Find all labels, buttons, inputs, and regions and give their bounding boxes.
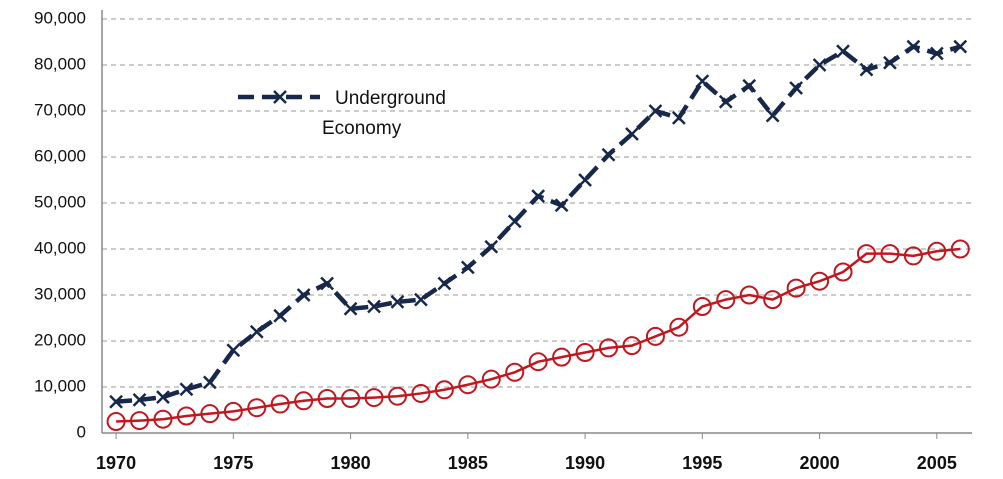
point-marker xyxy=(270,394,290,414)
point-marker xyxy=(575,343,595,362)
point-marker xyxy=(953,39,968,54)
point-marker xyxy=(176,406,196,426)
point-marker xyxy=(296,288,311,302)
point-marker xyxy=(106,412,126,431)
point-marker xyxy=(601,147,616,162)
y-tick-label: 40,000 xyxy=(34,238,86,257)
point-marker xyxy=(927,241,947,261)
point-marker xyxy=(505,362,525,382)
point-marker xyxy=(294,391,314,411)
point-marker xyxy=(880,244,900,264)
point-marker xyxy=(833,262,853,282)
point-marker xyxy=(812,58,827,72)
x-tick-label: 2000 xyxy=(800,453,840,473)
point-marker xyxy=(507,214,522,229)
point-marker xyxy=(460,260,475,275)
point-marker xyxy=(648,104,663,118)
y-tick-label: 0 xyxy=(77,422,86,441)
point-marker xyxy=(343,301,358,316)
x-tick-label: 1970 xyxy=(96,453,136,473)
point-marker xyxy=(249,324,264,339)
x-tick-label: 2005 xyxy=(917,453,957,473)
point-marker xyxy=(718,94,733,109)
x-tick-label: 1980 xyxy=(331,453,371,473)
point-marker xyxy=(247,398,267,418)
point-marker xyxy=(273,308,288,323)
point-marker xyxy=(906,39,921,54)
y-tick-label: 10,000 xyxy=(34,376,86,395)
point-marker xyxy=(434,380,454,400)
point-marker xyxy=(458,375,478,395)
point-marker xyxy=(202,375,217,390)
point-marker xyxy=(692,297,712,316)
point-marker xyxy=(200,404,220,424)
point-marker xyxy=(929,46,944,61)
x-tick-label: 1975 xyxy=(213,453,253,473)
point-marker xyxy=(130,411,150,431)
x-tick-label: 1990 xyxy=(565,453,605,473)
point-marker xyxy=(531,189,546,203)
point-marker xyxy=(367,299,381,314)
point-marker xyxy=(810,271,830,291)
legend-label: Underground Economy xyxy=(322,88,446,139)
point-marker xyxy=(622,336,642,356)
y-tick-label: 20,000 xyxy=(34,330,86,349)
point-marker xyxy=(223,401,243,421)
line xyxy=(116,247,961,423)
point-marker xyxy=(528,352,548,372)
point-marker xyxy=(109,394,123,409)
y-tick-label: 60,000 xyxy=(34,146,86,165)
point-marker xyxy=(484,239,499,254)
point-marker xyxy=(903,246,923,266)
point-marker xyxy=(341,389,361,408)
point-marker xyxy=(625,127,639,141)
point-marker xyxy=(153,409,173,429)
y-tick-label: 90,000 xyxy=(34,8,86,27)
point-marker xyxy=(859,62,874,77)
point-marker xyxy=(836,44,850,59)
point-marker xyxy=(411,383,431,403)
point-marker xyxy=(671,111,686,125)
point-marker xyxy=(226,343,241,358)
point-marker xyxy=(317,389,337,408)
point-marker xyxy=(883,55,897,70)
point-marker xyxy=(786,278,806,298)
point-marker xyxy=(765,108,780,123)
point-marker xyxy=(599,338,619,358)
point-marker xyxy=(132,392,147,407)
point-marker xyxy=(179,382,194,397)
point-marker xyxy=(669,317,689,337)
point-marker xyxy=(481,369,501,389)
point-marker xyxy=(437,276,452,291)
legend-marker xyxy=(273,90,287,104)
x-tick-label: 1985 xyxy=(448,453,488,473)
point-marker xyxy=(156,390,170,405)
y-tick-label: 70,000 xyxy=(34,100,86,119)
y-tick-label: 80,000 xyxy=(34,54,86,73)
point-marker xyxy=(414,292,428,307)
y-tick-label: 50,000 xyxy=(34,192,86,211)
point-marker xyxy=(742,78,757,93)
point-marker xyxy=(552,347,572,367)
point-marker xyxy=(645,326,665,346)
point-marker xyxy=(578,173,592,187)
point-marker xyxy=(763,290,783,310)
point-marker xyxy=(695,74,710,88)
point-marker xyxy=(364,388,384,408)
point-marker xyxy=(950,239,970,259)
point-marker xyxy=(716,290,736,310)
line xyxy=(115,44,961,404)
point-marker xyxy=(390,295,405,309)
point-marker xyxy=(856,244,876,264)
point-marker xyxy=(387,386,407,406)
x-tick-label: 1995 xyxy=(682,453,722,473)
point-marker xyxy=(320,276,335,291)
point-marker xyxy=(739,285,759,305)
point-marker xyxy=(554,198,569,213)
point-marker xyxy=(789,81,804,95)
y-tick-label: 30,000 xyxy=(34,284,86,303)
